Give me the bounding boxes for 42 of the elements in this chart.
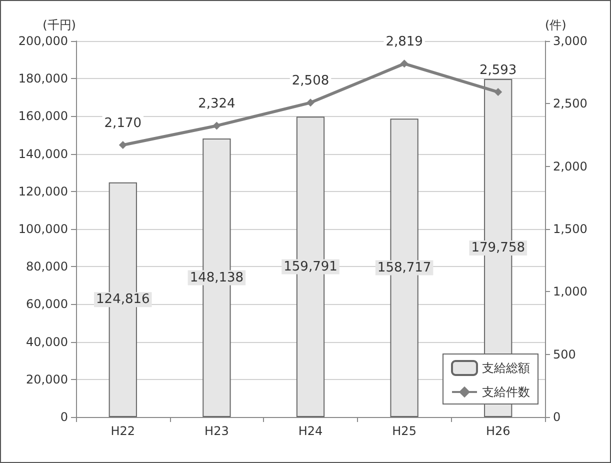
x-tick-label: H26 [486, 424, 510, 438]
data-label: 2,508 [292, 74, 330, 89]
y-tick-label: 60,000 [26, 297, 68, 312]
data-label: 124,816 [96, 292, 150, 308]
y2-axis-title: (件) [545, 18, 566, 32]
y-tick-label: 180,000 [18, 72, 68, 86]
x-tick-label: H25 [392, 424, 416, 438]
y-tick-label: 120,000 [18, 184, 68, 198]
y2-tick-label: 3,000 [553, 34, 588, 48]
y-tick-label: 20,000 [26, 372, 68, 386]
y-tick-label: 80,000 [26, 260, 68, 274]
legend-label: 支給件数 [482, 385, 530, 399]
x-tick-label: H23 [204, 424, 229, 438]
y2-tick-label: 1,000 [553, 284, 588, 299]
y2-tick-label: 0 [553, 410, 561, 424]
y-tick-label: 100,000 [18, 222, 68, 236]
y2-tick-label: 1,500 [553, 222, 588, 236]
y-tick-label: 40,000 [26, 334, 68, 349]
point [306, 98, 314, 107]
y-tick-label: 160,000 [18, 109, 68, 124]
data-label: 159,791 [284, 259, 338, 274]
y-tick-label: 0 [60, 410, 68, 424]
data-label: 2,170 [104, 116, 142, 132]
legend-label: 支給総額 [482, 361, 530, 375]
point [494, 88, 502, 96]
data-label: 2,593 [479, 63, 517, 78]
x-tick-label: H22 [110, 424, 136, 438]
data-label: 158,717 [377, 260, 432, 276]
data-label: 2,324 [198, 96, 236, 112]
y2-tick-label: 2,000 [553, 159, 588, 174]
y2-tick-label: 2,500 [553, 96, 588, 111]
y-tick-label: 200,000 [18, 34, 68, 48]
y-tick-label: 140,000 [18, 146, 68, 161]
data-label: 148,138 [190, 270, 244, 286]
data-label: 179,758 [471, 240, 525, 256]
y2-tick-label: 500 [553, 347, 576, 362]
data-label: 2,819 [386, 34, 423, 50]
y-axis-title: (千円) [42, 18, 76, 32]
x-tick-label: H24 [298, 424, 323, 438]
point [118, 141, 127, 150]
point [212, 122, 221, 130]
point [400, 60, 408, 68]
